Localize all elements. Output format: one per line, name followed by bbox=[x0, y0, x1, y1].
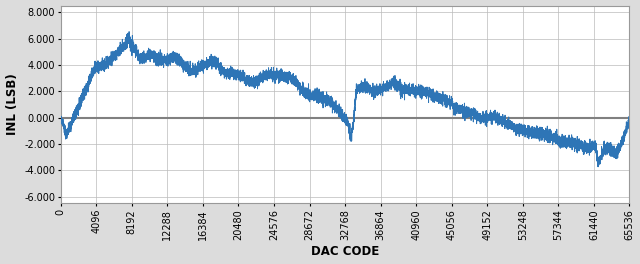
X-axis label: DAC CODE: DAC CODE bbox=[311, 246, 380, 258]
Y-axis label: INL (LSB): INL (LSB) bbox=[6, 74, 19, 135]
